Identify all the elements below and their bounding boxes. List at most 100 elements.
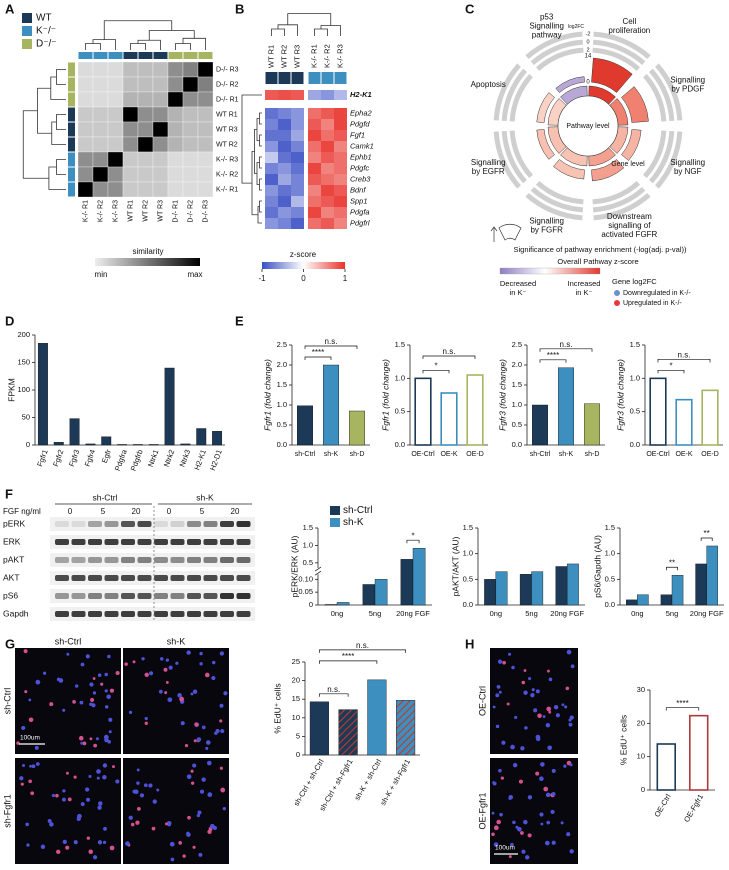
bar: [531, 571, 544, 606]
blot-band: [203, 557, 218, 563]
cell-dot: [542, 715, 546, 718]
heatmap-cell: [321, 108, 334, 119]
legend-swatch: [330, 506, 340, 515]
cell-dot: [49, 702, 54, 707]
cell-dot: [518, 779, 523, 784]
cell-dot: [112, 765, 115, 769]
blot-band: [187, 611, 201, 617]
bar: [323, 364, 340, 446]
cell-dot: [193, 739, 197, 743]
dendrogram-branch: [259, 200, 262, 213]
cell-dot: [35, 762, 40, 766]
cell-dot: [524, 726, 528, 730]
bar: [324, 604, 338, 606]
row-label: OE-Ctrl: [477, 686, 487, 716]
blot-band: [55, 611, 69, 617]
x-tick-label: sh-K + sh-Fgfr1: [378, 757, 412, 806]
cell-dot: [535, 734, 541, 740]
blot-band: [121, 593, 135, 599]
cell-dot: [186, 774, 192, 780]
x-tick-label: OE-Ctrl: [411, 451, 435, 458]
blot-band: [121, 521, 135, 527]
cell-dot: [523, 669, 527, 672]
blot-band: [236, 539, 251, 545]
x-tick-label: 5ng: [369, 609, 382, 618]
x-tick-label: 20ng FGF: [550, 609, 584, 618]
cell-dot: [197, 810, 202, 815]
colorbar-tick-label: 1: [343, 274, 348, 283]
significance-bracket: [657, 358, 711, 363]
dendrogram-branch: [259, 178, 262, 191]
cell-dot: [82, 741, 87, 746]
cell-dot: [90, 697, 95, 703]
x-tick-label: sh-Ctrl: [530, 451, 551, 458]
blot-band: [170, 557, 185, 563]
heatmap-cell: [77, 121, 94, 138]
heatmap-cell: [321, 130, 334, 141]
cell-dot: [523, 690, 528, 695]
y-tick-label: 30: [637, 685, 645, 694]
heatmap-cell: [321, 218, 334, 229]
cell-dot: [72, 700, 76, 704]
pathway-label: Downstream: [607, 212, 652, 221]
y-tick-label: 0.0: [463, 600, 473, 609]
blot-band: [170, 593, 185, 599]
enrichment-tick: 0: [586, 80, 590, 86]
cell-dot: [85, 787, 90, 792]
heatmap-cell: [278, 152, 291, 163]
cell-dot: [196, 814, 200, 818]
heatmap-cell: [92, 121, 109, 138]
pathway-label: Signalling: [670, 158, 705, 167]
cell-dot: [521, 849, 526, 854]
dose-label: 0: [68, 507, 73, 516]
axis-break: [314, 570, 322, 576]
y-axis-label: pERK/ERK (AU): [289, 535, 299, 597]
significance-bracket: [304, 345, 358, 349]
gene-ring: [643, 73, 667, 122]
cell-dot: [28, 779, 32, 784]
cell-dot: [141, 657, 145, 661]
dendrogram-branch: [103, 20, 173, 40]
y-tick-label: 20: [637, 718, 645, 727]
significance-label: ****: [676, 699, 688, 708]
blot-band: [220, 593, 234, 599]
cell-dot: [92, 677, 96, 680]
row-label: Pdgfd: [350, 119, 370, 128]
column-label: WT R3: [157, 200, 164, 222]
heatmap-cell: [182, 166, 199, 183]
legend-title: Overall Pathway z-score: [557, 257, 638, 266]
row-label: Creb3: [350, 174, 371, 183]
heatmap-cell: [308, 119, 321, 130]
gene-ring: [525, 193, 583, 221]
heatmap-cell: [152, 76, 169, 93]
colorbar-title: similarity: [132, 247, 163, 256]
heatmap-cell: [321, 90, 334, 100]
cell-dot: [78, 735, 84, 741]
heatmap-cell: [308, 163, 321, 174]
significance-label: **: [669, 558, 675, 567]
legend-label: in K⁻: [576, 288, 593, 297]
dendrogram-branch: [56, 114, 66, 130]
cell-dot: [109, 688, 115, 693]
row-label: OE-Fgfr1: [477, 792, 487, 829]
cell-dot: [47, 819, 52, 823]
cell-dot: [184, 743, 189, 748]
heatmap-cell: [265, 218, 278, 229]
cell-dot: [108, 717, 113, 722]
micrograph: [490, 758, 578, 864]
cell-dot: [555, 713, 560, 718]
bar: [180, 443, 191, 446]
cell-dot: [192, 689, 198, 694]
bar: [412, 547, 426, 606]
blot-band: [137, 575, 152, 581]
cell-dot: [96, 776, 100, 780]
heatmap-cell: [107, 76, 124, 93]
cell-dot: [170, 857, 175, 862]
cell-dot: [222, 806, 226, 811]
heatmap-cell: [321, 196, 334, 207]
group-strip: [68, 167, 75, 182]
dendrogram-branch: [56, 159, 66, 175]
cell-dot: [62, 708, 66, 712]
heatmap-cell: [182, 76, 199, 93]
x-tick-label: 20ng FGF: [396, 609, 430, 618]
